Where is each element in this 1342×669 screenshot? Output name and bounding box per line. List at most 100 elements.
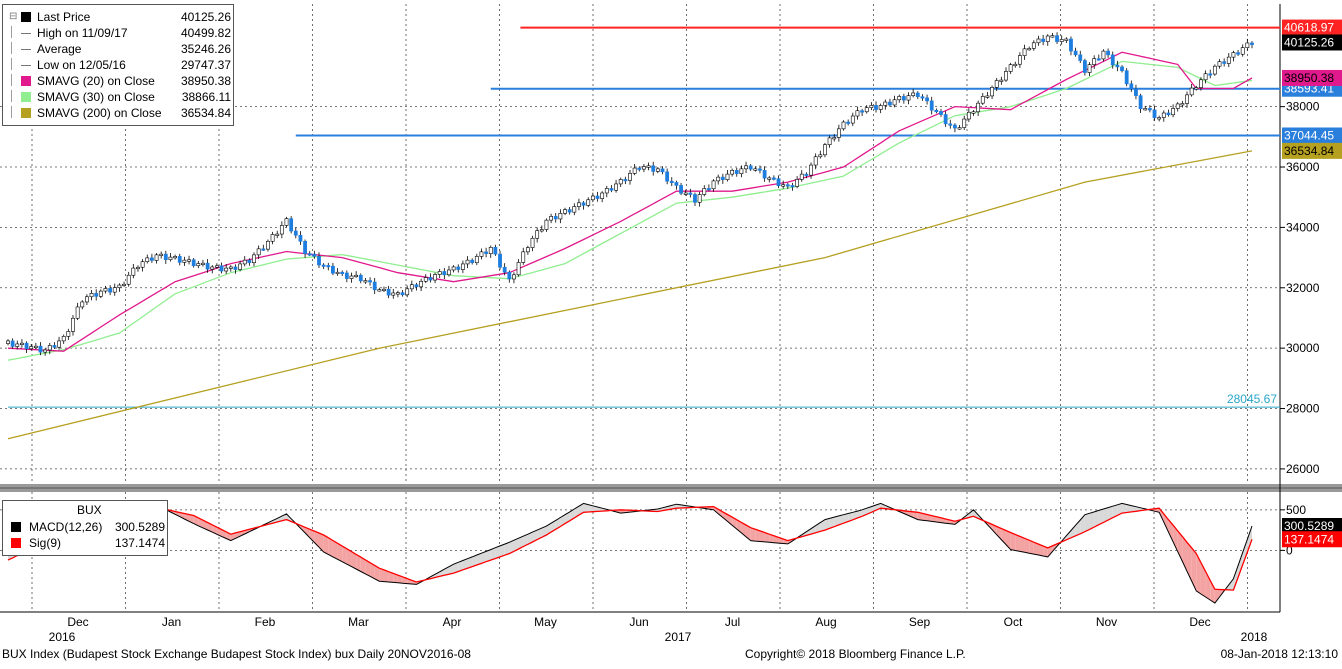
macd-fill-segment (583, 503, 589, 513)
candle-body (233, 266, 238, 270)
value-tag-label: 36534.84 (1284, 144, 1334, 158)
x-tick-label: Jan (162, 615, 181, 629)
candle-body (66, 331, 71, 337)
candle-body (665, 171, 670, 182)
legend-label: High on 11/09/17 (37, 26, 128, 40)
candle-body (943, 114, 948, 125)
candle-body (804, 173, 809, 176)
candle-body (57, 340, 61, 348)
macd-fill-segment (1108, 506, 1113, 521)
macd-fill-segment (843, 513, 849, 524)
candle-body (1022, 48, 1027, 56)
legend-label: Low on 12/05/16 (37, 58, 126, 72)
macd-fill-segment (824, 518, 830, 531)
macd-fill-segment (356, 554, 361, 572)
legend-expand-icon: │ (9, 27, 16, 38)
candle-body (293, 230, 298, 236)
macd-fill-segment (1005, 530, 1011, 550)
macd-fill-segment (346, 548, 352, 567)
macd-fill-segment (332, 540, 338, 560)
candle-body (1236, 52, 1240, 55)
candle-body (1231, 52, 1236, 58)
macd-swatch (11, 522, 21, 532)
macd-legend-title: BUX (77, 503, 102, 517)
candle-body (437, 271, 442, 275)
candle-body (6, 340, 10, 344)
candle-body (1208, 73, 1213, 76)
candle-body (915, 92, 920, 97)
candle-body (632, 167, 637, 174)
candle-body (563, 209, 567, 214)
price-tick-label: 28000 (1286, 402, 1320, 416)
candle-body (1124, 70, 1129, 85)
candle-body (1138, 95, 1143, 110)
macd-fill-segment (1010, 532, 1016, 551)
signal-swatch (11, 538, 21, 548)
candle-body (303, 240, 307, 254)
macd-fill-segment (523, 534, 528, 547)
macd-fill-segment (458, 560, 463, 572)
legend-item: │ SMAVG (200) on Close 36534.84 (7, 105, 233, 121)
candle-body (419, 280, 424, 288)
macd-fill-segment (500, 544, 505, 557)
candle-body (693, 194, 697, 203)
macd-fill-segment (1247, 526, 1252, 552)
candle-body (177, 256, 182, 263)
candle-body (47, 345, 52, 351)
macd-fill-segment (527, 532, 533, 545)
candle-body (521, 251, 526, 263)
candle-body (734, 170, 739, 174)
value-tag (1282, 142, 1342, 159)
x-tick-label: Dec (1189, 615, 1210, 629)
candle-body (173, 256, 178, 259)
reference-line-label: 40618.97 (1284, 21, 1334, 35)
candle-body (535, 230, 540, 239)
candle-body (836, 128, 841, 138)
macd-fill-segment (198, 517, 203, 528)
signal-line (7, 505, 1253, 591)
candle-body (567, 209, 572, 213)
candle-body (1203, 73, 1208, 81)
candle-body (1166, 112, 1171, 116)
legend-item: │ Low on 12/05/16 29747.37 (7, 57, 233, 73)
macd-fill-segment (931, 515, 937, 522)
legend-value: 38866.11 (181, 90, 231, 104)
macd-line (7, 502, 1253, 604)
candle-body (89, 293, 94, 298)
candle-body (321, 264, 326, 267)
candle-body (590, 195, 595, 201)
macd-fill-segment (495, 545, 501, 559)
legend-label: Average (37, 42, 82, 56)
macd-fill-segment (309, 529, 315, 543)
macd-fill-segment (374, 565, 380, 582)
candle-body (962, 118, 967, 128)
candle-body (340, 271, 345, 275)
macd-fill-segment (179, 512, 185, 519)
x-tick-label: Aug (815, 615, 836, 629)
legend-expand-icon: │ (9, 59, 16, 70)
candle-body (1110, 54, 1115, 66)
candle-body (637, 167, 642, 170)
candle-body (43, 349, 48, 353)
macd-fill-segment (1038, 544, 1044, 556)
candle-body (442, 271, 447, 276)
candle-body (326, 265, 331, 268)
candle-body (126, 274, 131, 285)
candle-body (270, 234, 275, 242)
macd-fill-segment (472, 555, 477, 567)
macd-fill-segment (569, 509, 575, 521)
sma30-line (7, 60, 1253, 361)
candle-body (488, 247, 493, 254)
candle-body (140, 261, 145, 268)
price-tick-label: 32000 (1286, 281, 1320, 295)
candle-body (1194, 87, 1199, 90)
candle-body (433, 274, 437, 281)
candle-body (484, 251, 489, 254)
x-tick-label: May (534, 615, 557, 629)
candle-body (1092, 58, 1097, 65)
legend-value: 38950.38 (180, 74, 231, 88)
legend-label: SMAVG (200) on Close (37, 106, 162, 120)
candle-body (1096, 58, 1101, 61)
candle-body (1101, 50, 1106, 60)
macd-fill-segment (838, 514, 844, 525)
